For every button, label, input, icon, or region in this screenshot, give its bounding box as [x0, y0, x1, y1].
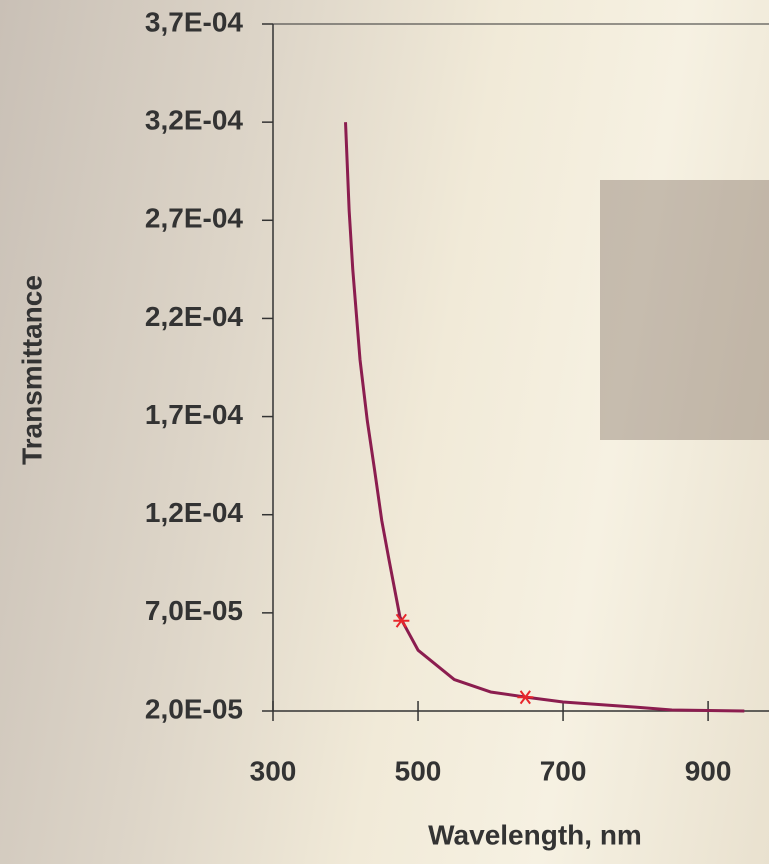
marker: [517, 691, 533, 704]
y-tick-label: 2,2E-04: [145, 301, 243, 332]
x-tick-label: 700: [540, 755, 587, 786]
y-axis-title: Transmittance: [16, 275, 47, 465]
y-tick-label: 2,0E-05: [145, 693, 243, 724]
y-tick-label: 1,2E-04: [145, 497, 243, 528]
page: Transmittance Wavelength, nm 2,0E-05 7,0E…: [0, 0, 769, 864]
x-axis-title: Wavelength, nm: [428, 819, 642, 850]
x-tick-label: 300: [250, 755, 297, 786]
marker: [393, 614, 409, 627]
y-tick-label: 3,7E-04: [145, 6, 243, 37]
x-tick-label: 900: [685, 755, 732, 786]
chart: Transmittance Wavelength, nm 2,0E-05 7,0E…: [0, 0, 769, 864]
y-tick-label: 1,7E-04: [145, 399, 243, 430]
x-tick-label: 500: [395, 755, 442, 786]
background-shape: [600, 180, 769, 440]
y-tick-label: 2,7E-04: [145, 203, 243, 234]
y-tick-label: 3,2E-04: [145, 105, 243, 136]
y-tick-label: 7,0E-05: [145, 595, 243, 626]
